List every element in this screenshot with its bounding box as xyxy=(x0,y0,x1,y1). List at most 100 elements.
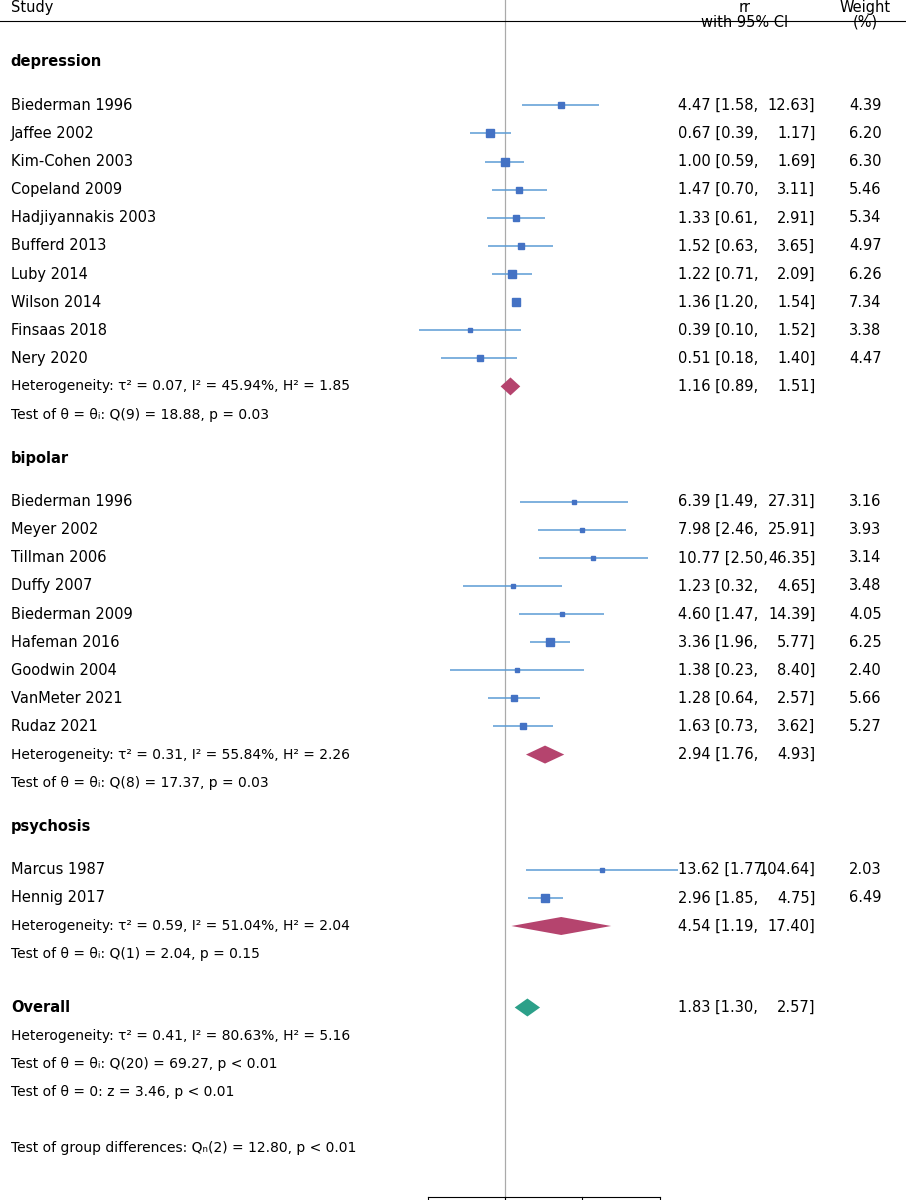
Text: 1.83 [1.30,: 1.83 [1.30, xyxy=(678,1000,757,1015)
Text: Marcus 1987: Marcus 1987 xyxy=(11,863,105,877)
Text: 1.17]: 1.17] xyxy=(777,126,815,140)
Text: 5.27: 5.27 xyxy=(849,719,882,734)
Text: 1.28 [0.64,: 1.28 [0.64, xyxy=(678,691,758,706)
Text: 7.34: 7.34 xyxy=(849,295,882,310)
Text: 25.91]: 25.91] xyxy=(767,522,815,538)
Text: 2.40: 2.40 xyxy=(849,662,882,678)
Text: Wilson 2014: Wilson 2014 xyxy=(11,295,101,310)
Text: 3.38: 3.38 xyxy=(849,323,882,337)
Text: Tillman 2006: Tillman 2006 xyxy=(11,551,106,565)
Text: with 95% CI: with 95% CI xyxy=(701,14,788,30)
Text: psychosis: psychosis xyxy=(11,818,92,834)
Text: Heterogeneity: τ² = 0.07, I² = 45.94%, H² = 1.85: Heterogeneity: τ² = 0.07, I² = 45.94%, H… xyxy=(11,379,350,394)
Text: Overall: Overall xyxy=(11,1000,70,1015)
Text: 6.49: 6.49 xyxy=(849,890,882,905)
Text: 1.54]: 1.54] xyxy=(777,295,815,310)
Text: Biederman 2009: Biederman 2009 xyxy=(11,606,132,622)
Text: 4.47: 4.47 xyxy=(849,350,882,366)
Text: 6.26: 6.26 xyxy=(849,266,882,282)
Text: 7.98 [2.46,: 7.98 [2.46, xyxy=(678,522,758,538)
Text: Kim-Cohen 2003: Kim-Cohen 2003 xyxy=(11,154,133,169)
Text: 6.25: 6.25 xyxy=(849,635,882,649)
Text: 4.60 [1.47,: 4.60 [1.47, xyxy=(678,606,758,622)
Text: Biederman 1996: Biederman 1996 xyxy=(11,494,132,509)
Text: 2.91]: 2.91] xyxy=(777,210,815,226)
Text: Test of group differences: Qₙ(2) = 12.80, p < 0.01: Test of group differences: Qₙ(2) = 12.80… xyxy=(11,1141,356,1156)
Text: 1.22 [0.71,: 1.22 [0.71, xyxy=(678,266,758,282)
Text: 2.96 [1.85,: 2.96 [1.85, xyxy=(678,890,757,905)
Text: 4.05: 4.05 xyxy=(849,606,882,622)
Text: Test of θ = θᵢ: Q(1) = 2.04, p = 0.15: Test of θ = θᵢ: Q(1) = 2.04, p = 0.15 xyxy=(11,947,260,961)
Text: 1.40]: 1.40] xyxy=(777,350,815,366)
Text: 5.46: 5.46 xyxy=(849,182,882,197)
Text: 17.40]: 17.40] xyxy=(767,918,815,934)
Text: (%): (%) xyxy=(853,14,878,30)
Text: 10.77 [2.50,: 10.77 [2.50, xyxy=(678,551,767,565)
Text: 4.93]: 4.93] xyxy=(777,748,815,762)
Text: 1.36 [1.20,: 1.36 [1.20, xyxy=(678,295,757,310)
Text: 6.39 [1.49,: 6.39 [1.49, xyxy=(678,494,757,509)
Text: Heterogeneity: τ² = 0.59, I² = 51.04%, H² = 2.04: Heterogeneity: τ² = 0.59, I² = 51.04%, H… xyxy=(11,919,350,932)
Text: VanMeter 2021: VanMeter 2021 xyxy=(11,691,122,706)
Text: 2.09]: 2.09] xyxy=(777,266,815,282)
Text: 1.51]: 1.51] xyxy=(777,379,815,394)
Polygon shape xyxy=(526,745,564,763)
Text: 3.93: 3.93 xyxy=(849,522,882,538)
Text: Heterogeneity: τ² = 0.31, I² = 55.84%, H² = 2.26: Heterogeneity: τ² = 0.31, I² = 55.84%, H… xyxy=(11,748,350,762)
Polygon shape xyxy=(511,917,612,935)
Text: Biederman 1996: Biederman 1996 xyxy=(11,98,132,113)
Text: Weight: Weight xyxy=(840,0,891,14)
Text: 2.03: 2.03 xyxy=(849,863,882,877)
Text: Rudaz 2021: Rudaz 2021 xyxy=(11,719,98,734)
Text: Test of θ = 0: z = 3.46, p < 0.01: Test of θ = 0: z = 3.46, p < 0.01 xyxy=(11,1085,235,1099)
Text: 2.57]: 2.57] xyxy=(777,1000,815,1015)
Text: Finsaas 2018: Finsaas 2018 xyxy=(11,323,107,337)
Text: Study: Study xyxy=(11,0,53,14)
Text: 3.11]: 3.11] xyxy=(777,182,815,197)
Text: 5.66: 5.66 xyxy=(849,691,882,706)
Text: Test of θ = θᵢ: Q(20) = 69.27, p < 0.01: Test of θ = θᵢ: Q(20) = 69.27, p < 0.01 xyxy=(11,1057,277,1070)
Text: 3.14: 3.14 xyxy=(849,551,882,565)
Text: 0.67 [0.39,: 0.67 [0.39, xyxy=(678,126,758,140)
Text: Meyer 2002: Meyer 2002 xyxy=(11,522,98,538)
Text: 4.75]: 4.75] xyxy=(777,890,815,905)
Text: 1.23 [0.32,: 1.23 [0.32, xyxy=(678,578,757,594)
Text: 12.63]: 12.63] xyxy=(768,98,815,113)
Text: 1.63 [0.73,: 1.63 [0.73, xyxy=(678,719,757,734)
Text: 0.51 [0.18,: 0.51 [0.18, xyxy=(678,350,758,366)
Text: 13.62 [1.77,: 13.62 [1.77, xyxy=(678,863,767,877)
Polygon shape xyxy=(515,998,540,1016)
Text: 4.39: 4.39 xyxy=(849,98,882,113)
Text: 4.54 [1.19,: 4.54 [1.19, xyxy=(678,918,757,934)
Text: 8.40]: 8.40] xyxy=(777,662,815,678)
Text: 1.38 [0.23,: 1.38 [0.23, xyxy=(678,662,757,678)
Text: 6.30: 6.30 xyxy=(849,154,882,169)
Text: 104.64]: 104.64] xyxy=(758,863,815,877)
Text: 1.52]: 1.52] xyxy=(777,323,815,337)
Text: 1.00 [0.59,: 1.00 [0.59, xyxy=(678,154,758,169)
Text: Test of θ = θᵢ: Q(9) = 18.88, p = 0.03: Test of θ = θᵢ: Q(9) = 18.88, p = 0.03 xyxy=(11,408,269,421)
Text: 3.36 [1.96,: 3.36 [1.96, xyxy=(678,635,757,649)
Text: Nery 2020: Nery 2020 xyxy=(11,350,88,366)
Text: 5.34: 5.34 xyxy=(849,210,882,226)
Text: Duffy 2007: Duffy 2007 xyxy=(11,578,92,594)
Text: 27.31]: 27.31] xyxy=(767,494,815,509)
Text: 6.20: 6.20 xyxy=(849,126,882,140)
Text: Goodwin 2004: Goodwin 2004 xyxy=(11,662,117,678)
Text: 3.65]: 3.65] xyxy=(777,239,815,253)
Text: 1.33 [0.61,: 1.33 [0.61, xyxy=(678,210,757,226)
Text: depression: depression xyxy=(11,54,102,70)
Text: 46.35]: 46.35] xyxy=(768,551,815,565)
Text: 5.77]: 5.77] xyxy=(777,635,815,649)
Text: Bufferd 2013: Bufferd 2013 xyxy=(11,239,106,253)
Text: 4.47 [1.58,: 4.47 [1.58, xyxy=(678,98,757,113)
Text: 1.69]: 1.69] xyxy=(777,154,815,169)
Text: 1.16 [0.89,: 1.16 [0.89, xyxy=(678,379,757,394)
Text: 3.62]: 3.62] xyxy=(777,719,815,734)
Text: Test of θ = θᵢ: Q(8) = 17.37, p = 0.03: Test of θ = θᵢ: Q(8) = 17.37, p = 0.03 xyxy=(11,775,268,790)
Text: 3.48: 3.48 xyxy=(849,578,882,594)
Text: Hennig 2017: Hennig 2017 xyxy=(11,890,105,905)
Text: 2.57]: 2.57] xyxy=(777,691,815,706)
Text: 2.94 [1.76,: 2.94 [1.76, xyxy=(678,748,758,762)
Text: Heterogeneity: τ² = 0.41, I² = 80.63%, H² = 5.16: Heterogeneity: τ² = 0.41, I² = 80.63%, H… xyxy=(11,1028,350,1043)
